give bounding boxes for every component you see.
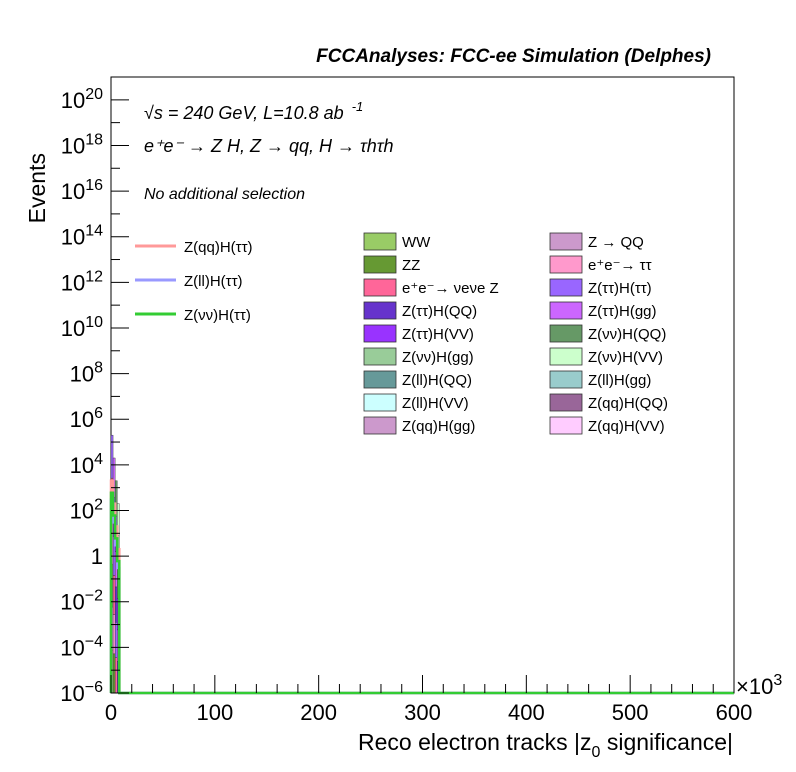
legend-signal-label: Z(qq)H(ττ) — [184, 239, 253, 256]
legend-stack-swatch — [363, 347, 397, 366]
legend-stack-label: Z(ττ)H(ττ) — [588, 280, 652, 297]
x-axis-ticks: 0 100 200 300 400 500 600 — [105, 675, 752, 725]
y-tick-label: 1010 — [61, 314, 103, 341]
y-tick-label: 1014 — [61, 223, 103, 250]
stack-bar — [114, 622, 118, 658]
legend-stack-label: Z(ll)H(gg) — [588, 372, 651, 389]
legend-stack-swatch — [363, 416, 397, 435]
legend-signal-label: Z(νν)H(ττ) — [184, 307, 251, 324]
legend-stack-label: Z(ll)H(QQ) — [402, 372, 472, 389]
legend-stack-label: Z(qq)H(gg) — [402, 418, 475, 435]
legend-stack-label: e⁺e⁻→ νeνe Z — [402, 280, 499, 297]
legend-stack-swatch — [363, 278, 397, 297]
stack-bar — [114, 586, 118, 623]
signal-line — [109, 498, 734, 695]
legend-stack-label: Z(νν)H(gg) — [402, 349, 474, 366]
legend-stack-label: e⁺e⁻→ ττ — [588, 257, 652, 274]
x-tick-label: 100 — [196, 700, 233, 725]
legend-signal-label: Z(ll)H(ττ) — [184, 273, 243, 290]
legend-stack-swatch — [363, 370, 397, 389]
legend-signal: Z(qq)H(ττ) Z(ll)H(ττ) Z(νν)H(ττ) — [135, 239, 253, 324]
x-tick-label: 600 — [716, 700, 753, 725]
legend-stack-label: WW — [402, 234, 431, 251]
legend-stack-label: Z(ττ)H(gg) — [588, 303, 657, 320]
chart-title: FCCAnalyses: FCC-ee Simulation (Delphes) — [316, 46, 711, 67]
signal-line — [109, 491, 734, 695]
stack-bar — [114, 657, 118, 694]
legend-stack-swatch — [363, 393, 397, 412]
legend-stack-swatch — [549, 255, 583, 274]
x-tick-label: 200 — [300, 700, 337, 725]
stack-bar — [112, 653, 116, 694]
annotation-energy: √s = 240 GeV, L=10.8 ab -1 — [144, 99, 363, 123]
y-tick-label: 1012 — [61, 268, 103, 295]
annotation-selection: No additional selection — [144, 186, 305, 203]
x-tick-label: 300 — [404, 700, 441, 725]
legend-stack-label: ZZ — [402, 257, 420, 274]
y-tick-label: 108 — [70, 360, 103, 387]
legend-stack-swatch — [549, 393, 583, 412]
x-axis-label: Reco electron tracks |z0 significance| — [358, 729, 733, 761]
stack-bar — [110, 434, 114, 479]
x-axis-multiplier: ×103 — [736, 672, 782, 699]
y-tick-label: 10−2 — [60, 588, 103, 615]
y-tick-label: 104 — [70, 451, 103, 478]
legend-stack: WW Z → QQ ZZ e⁺e⁻→ ττ e⁺e⁻→ νeνe Z Z(ττ)H(ττ)… — [363, 232, 668, 435]
signal-histograms — [109, 479, 734, 695]
x-tick-label: 400 — [508, 700, 545, 725]
legend-stack-label: Z → QQ — [588, 234, 644, 251]
stack-bar — [112, 575, 116, 615]
y-axis-ticks: 1020 1018 1016 1014 1012 1010 108 106 104 102 1 10−… — [60, 76, 129, 706]
y-tick-label: 10−4 — [60, 633, 103, 660]
signal-line — [109, 479, 734, 695]
legend-stack-label: Z(νν)H(VV) — [588, 349, 663, 366]
legend-stack-swatch — [549, 324, 583, 343]
legend-stack-swatch — [549, 370, 583, 389]
legend-stack-label: Z(ττ)H(VV) — [402, 326, 474, 343]
legend-stack-swatch — [363, 255, 397, 274]
x-tick-label: 500 — [612, 700, 649, 725]
y-axis-label: Events — [24, 153, 50, 223]
legend-stack-label: Z(qq)H(QQ) — [588, 395, 668, 412]
y-tick-label: 1016 — [61, 177, 103, 204]
legend-stack-swatch — [363, 324, 397, 343]
legend-stack-label: Z(ll)H(VV) — [402, 395, 469, 412]
annotation-process: e⁺e⁻ → Z H, Z → qq, H → τhτh — [144, 136, 394, 156]
legend-stack-label: Z(ττ)H(QQ) — [402, 303, 477, 320]
legend-stack-swatch — [549, 232, 583, 251]
y-tick-label: 102 — [70, 496, 103, 523]
legend-stack-label: Z(νν)H(QQ) — [588, 326, 666, 343]
y-tick-label: 1 — [91, 544, 103, 569]
legend-stack-swatch — [549, 278, 583, 297]
legend-stack-swatch — [549, 301, 583, 320]
legend-stack-label: Z(qq)H(VV) — [588, 418, 665, 435]
y-tick-label: 1018 — [61, 131, 103, 158]
legend-stack-swatch — [549, 347, 583, 366]
legend-stack-swatch — [363, 232, 397, 251]
y-tick-label: 1020 — [61, 86, 103, 113]
y-tick-label: 10−6 — [60, 679, 103, 706]
stack-bar — [112, 614, 116, 655]
legend-stack-swatch — [549, 416, 583, 435]
legend-stack-swatch — [363, 301, 397, 320]
x-tick-label: 0 — [105, 700, 117, 725]
y-tick-label: 106 — [70, 405, 103, 432]
